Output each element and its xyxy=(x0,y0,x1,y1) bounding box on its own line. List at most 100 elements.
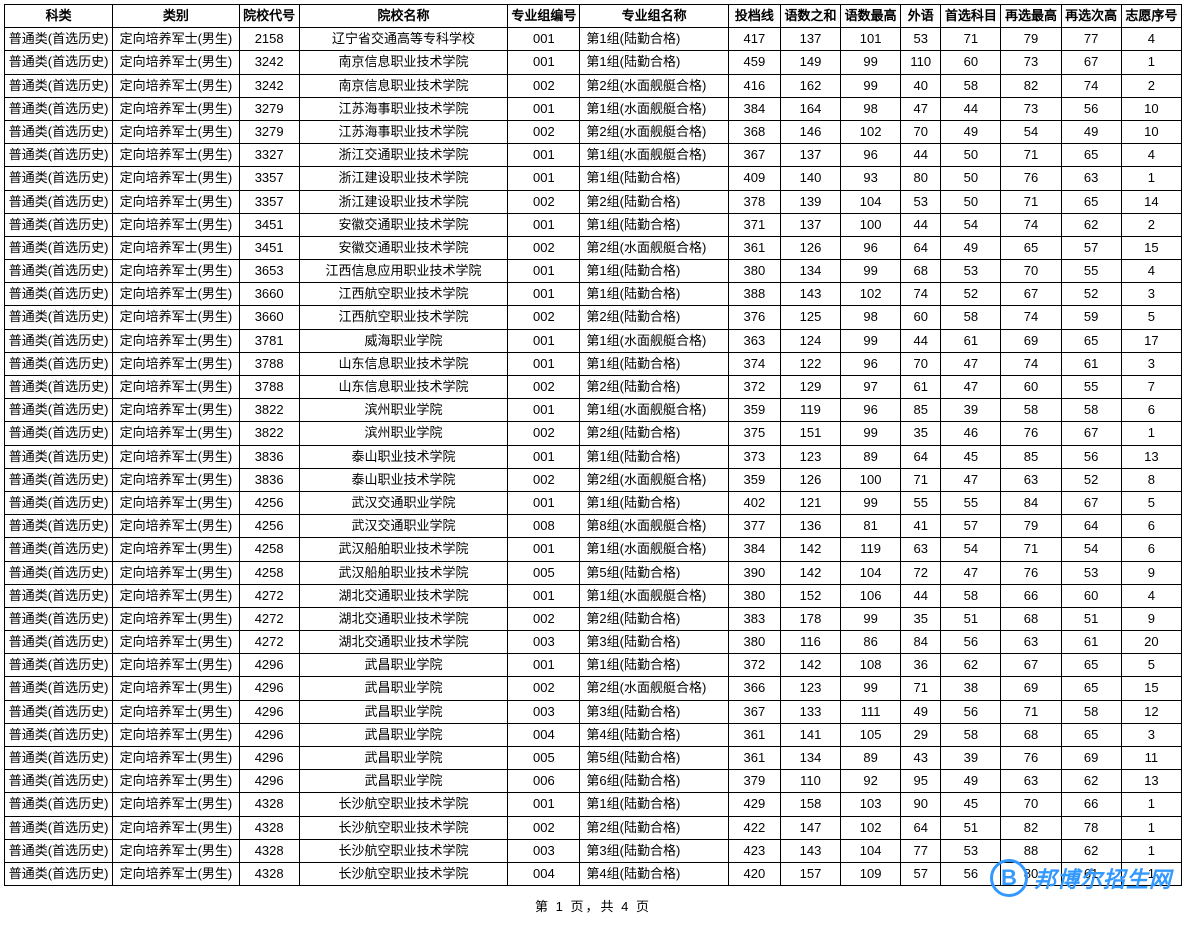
column-header-yxmc: 院校名称 xyxy=(299,5,508,28)
cell-zyzbh: 002 xyxy=(508,607,580,630)
cell-zxcg: 49 xyxy=(1061,120,1121,143)
cell-zxcg: 69 xyxy=(1061,747,1121,770)
table-row: 普通类(首选历史)定向培养军士(男生)3836泰山职业技术学院001第1组(陆勤… xyxy=(5,445,1182,468)
cell-zxcg: 60 xyxy=(1061,584,1121,607)
cell-yxdh: 3836 xyxy=(239,445,299,468)
cell-zyzbh: 001 xyxy=(508,445,580,468)
cell-yxmc: 江苏海事职业技术学院 xyxy=(299,120,508,143)
cell-yszg: 100 xyxy=(841,468,901,491)
cell-zyzbh: 001 xyxy=(508,538,580,561)
cell-zxzg: 68 xyxy=(1001,607,1061,630)
cell-yxdh: 2158 xyxy=(239,28,299,51)
column-header-yszg: 语数最高 xyxy=(841,5,901,28)
cell-wy: 95 xyxy=(901,770,941,793)
cell-yszg: 104 xyxy=(841,190,901,213)
cell-zyxh: 17 xyxy=(1121,329,1181,352)
cell-yszhe: 137 xyxy=(780,28,840,51)
cell-zxzg: 82 xyxy=(1001,816,1061,839)
cell-zyxh: 9 xyxy=(1121,607,1181,630)
cell-tdx: 374 xyxy=(728,352,780,375)
cell-yszhe: 137 xyxy=(780,144,840,167)
cell-zxzg: 74 xyxy=(1001,213,1061,236)
cell-yxdh: 4328 xyxy=(239,816,299,839)
cell-zxcg: 77 xyxy=(1061,28,1121,51)
cell-zyzmc: 第1组(陆勤合格) xyxy=(580,352,728,375)
cell-zyzmc: 第2组(陆勤合格) xyxy=(580,816,728,839)
cell-kelei: 普通类(首选历史) xyxy=(5,74,113,97)
cell-yxdh: 3822 xyxy=(239,422,299,445)
cell-zyzmc: 第1组(陆勤合格) xyxy=(580,213,728,236)
cell-zxzg: 69 xyxy=(1001,677,1061,700)
cell-yszg: 102 xyxy=(841,120,901,143)
cell-yszhe: 139 xyxy=(780,190,840,213)
cell-yszhe: 151 xyxy=(780,422,840,445)
cell-zyzbh: 003 xyxy=(508,700,580,723)
cell-yszg: 105 xyxy=(841,723,901,746)
cell-zxzg: 76 xyxy=(1001,422,1061,445)
cell-tdx: 361 xyxy=(728,747,780,770)
cell-zxzg: 65 xyxy=(1001,236,1061,259)
cell-zyxh: 1 xyxy=(1121,816,1181,839)
cell-zyzmc: 第1组(陆勤合格) xyxy=(580,491,728,514)
cell-kelei: 普通类(首选历史) xyxy=(5,561,113,584)
cell-kelei: 普通类(首选历史) xyxy=(5,236,113,259)
cell-yxdh: 4296 xyxy=(239,700,299,723)
cell-yxmc: 长沙航空职业技术学院 xyxy=(299,816,508,839)
cell-yszhe: 143 xyxy=(780,283,840,306)
cell-zxcg: 52 xyxy=(1061,283,1121,306)
cell-zyxh: 8 xyxy=(1121,468,1181,491)
cell-zyzbh: 001 xyxy=(508,51,580,74)
cell-yszhe: 140 xyxy=(780,167,840,190)
cell-zyzbh: 002 xyxy=(508,677,580,700)
cell-zxzg: 76 xyxy=(1001,167,1061,190)
cell-tdx: 459 xyxy=(728,51,780,74)
cell-wy: 44 xyxy=(901,213,941,236)
table-row: 普通类(首选历史)定向培养军士(男生)3242南京信息职业技术学院001第1组(… xyxy=(5,51,1182,74)
cell-sxkm: 50 xyxy=(941,144,1001,167)
cell-zyxh: 1 xyxy=(1121,167,1181,190)
table-row: 普通类(首选历史)定向培养军士(男生)3788山东信息职业技术学院001第1组(… xyxy=(5,352,1182,375)
cell-yxmc: 武汉交通职业学院 xyxy=(299,491,508,514)
column-header-sxkm: 首选科目 xyxy=(941,5,1001,28)
cell-zxzg: 79 xyxy=(1001,28,1061,51)
cell-wy: 64 xyxy=(901,816,941,839)
cell-kelei: 普通类(首选历史) xyxy=(5,329,113,352)
cell-zyzmc: 第1组(陆勤合格) xyxy=(580,793,728,816)
cell-yxmc: 武汉船舶职业技术学院 xyxy=(299,538,508,561)
cell-leibie: 定向培养军士(男生) xyxy=(113,445,239,468)
cell-sxkm: 50 xyxy=(941,167,1001,190)
cell-yszhe: 164 xyxy=(780,97,840,120)
cell-zxcg: 55 xyxy=(1061,376,1121,399)
cell-sxkm: 46 xyxy=(941,422,1001,445)
cell-kelei: 普通类(首选历史) xyxy=(5,445,113,468)
cell-yxmc: 湖北交通职业技术学院 xyxy=(299,584,508,607)
cell-leibie: 定向培养军士(男生) xyxy=(113,631,239,654)
cell-zyxh: 10 xyxy=(1121,120,1181,143)
cell-zyzmc: 第1组(陆勤合格) xyxy=(580,283,728,306)
cell-yxdh: 4296 xyxy=(239,770,299,793)
cell-yszhe: 147 xyxy=(780,816,840,839)
cell-zyzbh: 001 xyxy=(508,491,580,514)
cell-yszg: 106 xyxy=(841,584,901,607)
cell-yszg: 99 xyxy=(841,260,901,283)
cell-zxcg: 58 xyxy=(1061,700,1121,723)
cell-zyzmc: 第1组(陆勤合格) xyxy=(580,167,728,190)
cell-yxmc: 武昌职业学院 xyxy=(299,747,508,770)
cell-yszg: 99 xyxy=(841,329,901,352)
cell-leibie: 定向培养军士(男生) xyxy=(113,654,239,677)
cell-yxdh: 3242 xyxy=(239,74,299,97)
cell-leibie: 定向培养军士(男生) xyxy=(113,74,239,97)
cell-yxdh: 3781 xyxy=(239,329,299,352)
table-row: 普通类(首选历史)定向培养军士(男生)4256武汉交通职业学院008第8组(水面… xyxy=(5,515,1182,538)
cell-tdx: 372 xyxy=(728,376,780,399)
cell-zxcg: 62 xyxy=(1061,770,1121,793)
cell-leibie: 定向培养军士(男生) xyxy=(113,422,239,445)
cell-kelei: 普通类(首选历史) xyxy=(5,120,113,143)
cell-zyzmc: 第2组(陆勤合格) xyxy=(580,607,728,630)
cell-yszhe: 123 xyxy=(780,445,840,468)
cell-zyzbh: 002 xyxy=(508,236,580,259)
cell-zxzg: 74 xyxy=(1001,306,1061,329)
cell-tdx: 388 xyxy=(728,283,780,306)
cell-yxdh: 4296 xyxy=(239,747,299,770)
cell-yxmc: 武昌职业学院 xyxy=(299,677,508,700)
